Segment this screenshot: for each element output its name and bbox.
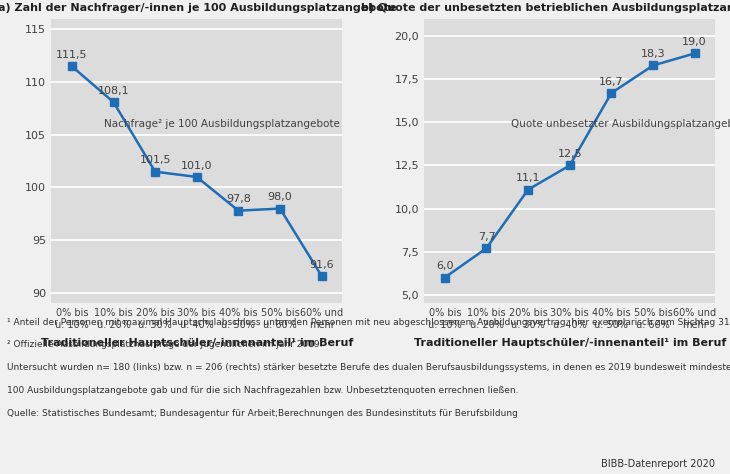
Title: b) Quote der unbesetzten betrieblichen Ausbildungsplatzangebote: b) Quote der unbesetzten betrieblichen A… <box>361 3 730 13</box>
Text: 108,1: 108,1 <box>98 86 129 96</box>
Text: 100 Ausbildungsplatzangebote gab und für die sich Nachfragezahlen bzw. Unbesetzt: 100 Ausbildungsplatzangebote gab und für… <box>7 386 519 395</box>
Text: 11,1: 11,1 <box>516 173 540 183</box>
Text: ¹ Anteil der Personen mit maximal Hauptschulabschluss unter den Personen mit neu: ¹ Anteil der Personen mit maximal Haupts… <box>7 318 730 327</box>
Text: Quelle: Statistisches Bundesamt; Bundesagentur für Arbeit;Berechnungen des Bunde: Quelle: Statistisches Bundesamt; Bundesa… <box>7 409 518 418</box>
Text: 101,0: 101,0 <box>181 161 212 171</box>
Text: 98,0: 98,0 <box>268 192 293 202</box>
Text: Nachfrage² je 100 Ausbildungsplatzangebote: Nachfrage² je 100 Ausbildungsplatzangebo… <box>104 119 339 129</box>
Text: ² Offizielle Ausbildungsplatznachfrage der Jugendlichen im Jahr 2019.: ² Offizielle Ausbildungsplatznachfrage d… <box>7 340 323 349</box>
Text: 7,7: 7,7 <box>477 232 496 242</box>
Text: 18,3: 18,3 <box>641 49 665 59</box>
Text: 91,6: 91,6 <box>310 260 334 270</box>
Text: BIBB-Datenreport 2020: BIBB-Datenreport 2020 <box>602 459 715 469</box>
Text: 101,5: 101,5 <box>139 155 171 165</box>
Text: 19,0: 19,0 <box>683 37 707 47</box>
X-axis label: Traditioneller Hauptschüler/-innenanteil¹ im Beruf: Traditioneller Hauptschüler/-innenanteil… <box>41 338 353 348</box>
Title: a) Zahl der Nachfrager/-innen je 100 Ausbildungsplatzangebote: a) Zahl der Nachfrager/-innen je 100 Aus… <box>0 3 396 13</box>
Text: 6,0: 6,0 <box>436 261 453 271</box>
Text: 97,8: 97,8 <box>226 194 251 204</box>
Text: 16,7: 16,7 <box>599 77 623 87</box>
X-axis label: Traditioneller Hauptschüler/-innenanteil¹ im Beruf: Traditioneller Hauptschüler/-innenanteil… <box>413 338 726 348</box>
Text: 12,5: 12,5 <box>558 149 582 159</box>
Text: Quote unbesetzter Ausbildungsplatzangebote (%): Quote unbesetzter Ausbildungsplatzangebo… <box>512 119 730 129</box>
Text: 111,5: 111,5 <box>56 50 88 60</box>
Text: Untersucht wurden n= 180 (links) bzw. n = 206 (rechts) stärker besetzte Berufe d: Untersucht wurden n= 180 (links) bzw. n … <box>7 363 730 372</box>
